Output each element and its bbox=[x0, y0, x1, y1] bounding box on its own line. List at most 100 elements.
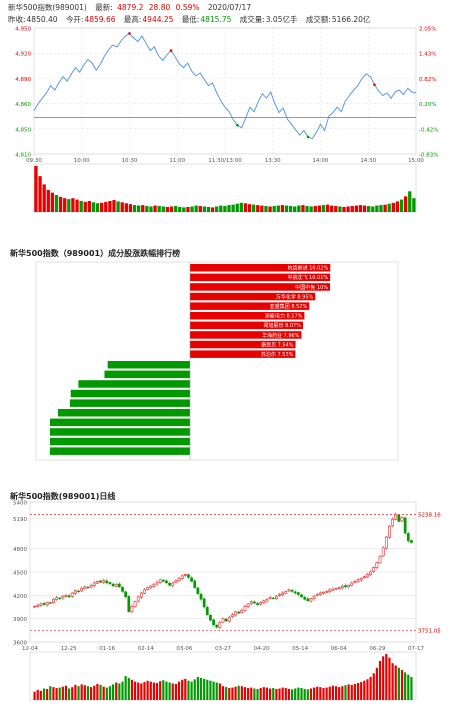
intraday-volume-bar bbox=[38, 176, 42, 212]
rank-up-label: 华海药业 7.96% bbox=[262, 332, 300, 339]
daily-volume-bar bbox=[155, 682, 159, 700]
daily-candle-body bbox=[325, 591, 328, 593]
intraday-volume-bar bbox=[136, 205, 141, 212]
daily-volume-bar bbox=[360, 682, 363, 700]
volume-value: 3.05亿手 bbox=[265, 15, 298, 24]
daily-candle-body bbox=[337, 587, 341, 589]
intraday-volume-bar bbox=[202, 206, 207, 212]
low-label: 最低: bbox=[181, 15, 200, 24]
intraday-volume-bar bbox=[34, 166, 38, 212]
amount-label: 成交额: bbox=[305, 15, 331, 24]
intraday-volume-bar bbox=[334, 206, 338, 212]
rank-down-bar bbox=[50, 418, 190, 427]
intraday-volume-bar bbox=[75, 199, 79, 212]
rank-down-label: 国泰君安 -9.43% bbox=[192, 410, 232, 417]
daily-volume-bar bbox=[312, 687, 316, 700]
rank-up-label: 万华化学 8.95% bbox=[276, 293, 314, 300]
daily-candle-body bbox=[287, 589, 291, 592]
daily-candle-body bbox=[155, 581, 159, 585]
intraday-volume-bar bbox=[149, 206, 153, 212]
daily-volume-bar bbox=[99, 684, 102, 700]
daily-volume-bar bbox=[127, 677, 130, 700]
daily-candle-body bbox=[74, 590, 77, 594]
intraday-volume-bar bbox=[301, 205, 305, 212]
intraday-x-tick: 10:00 bbox=[74, 158, 90, 164]
intraday-marker bbox=[128, 32, 131, 35]
rank-up-bar bbox=[190, 331, 302, 339]
daily-volume-bar bbox=[347, 684, 350, 700]
daily-candle-body bbox=[246, 603, 250, 607]
daily-candle-body bbox=[70, 592, 74, 597]
intraday-volume-bar bbox=[247, 204, 252, 212]
daily-candle-body bbox=[130, 605, 134, 613]
rank-down-label: 大商股份 -5.88% bbox=[192, 362, 232, 369]
daily-volume-bar bbox=[218, 683, 221, 700]
daily-volume-bar bbox=[231, 687, 234, 700]
daily-volume-bar bbox=[181, 679, 184, 700]
change-pct: 0.59% bbox=[175, 3, 200, 12]
intraday-volume-bar bbox=[293, 206, 297, 212]
intraday-volume-bar bbox=[235, 203, 239, 212]
daily-x-tick: 04-20 bbox=[254, 646, 270, 652]
daily-max-label: 5238.16 bbox=[418, 513, 441, 519]
daily-candle-body bbox=[212, 619, 215, 626]
intraday-volume-bar bbox=[288, 206, 293, 212]
intraday-volume-bar bbox=[79, 200, 83, 212]
intraday-volume-bar bbox=[403, 196, 408, 212]
intraday-y-tick-left: 4,860 bbox=[15, 102, 31, 108]
daily-volume-bar bbox=[382, 656, 385, 700]
daily-candle-body bbox=[196, 587, 200, 595]
daily-candle-body bbox=[381, 547, 385, 557]
daily-volume-bar bbox=[42, 688, 46, 700]
rank-up-label: 中航沈飞 10.01% bbox=[287, 274, 328, 281]
rank-down-bar bbox=[107, 361, 190, 369]
intraday-volume-bar bbox=[120, 202, 124, 212]
rank-up-bar bbox=[190, 264, 331, 272]
intraday-y-tick-right: -0.83% bbox=[419, 153, 438, 159]
amount-value: 5166.20亿 bbox=[331, 15, 371, 24]
daily-candle-body bbox=[58, 597, 62, 600]
daily-candle-body bbox=[105, 580, 109, 584]
daily-y-tick: 4500 bbox=[13, 571, 27, 577]
daily-volume-bar bbox=[253, 688, 256, 700]
daily-volume-bar bbox=[162, 680, 165, 700]
intraday-volume-bar bbox=[194, 205, 198, 212]
intraday-marker bbox=[373, 83, 376, 86]
daily-candle-body bbox=[256, 603, 259, 605]
rank-up-bar bbox=[190, 312, 305, 320]
daily-volume-bar bbox=[265, 687, 269, 700]
daily-candle-body bbox=[158, 579, 162, 583]
daily-volume-bar bbox=[322, 688, 325, 700]
daily-candle-body bbox=[394, 514, 398, 520]
daily-volume-bar bbox=[225, 687, 228, 700]
intraday-y-tick-left: 4,850 bbox=[15, 127, 31, 133]
daily-volume-bar bbox=[64, 685, 68, 700]
daily-volume-bar bbox=[221, 686, 225, 700]
daily-candle-body bbox=[315, 594, 319, 596]
daily-volume-bar bbox=[58, 687, 61, 700]
daily-volume-bar bbox=[407, 674, 410, 700]
intraday-y-tick-right: 0.82% bbox=[419, 77, 436, 83]
daily-candle-body bbox=[161, 579, 165, 582]
daily-volume-bar bbox=[375, 667, 378, 700]
prev-close-label: 昨收: bbox=[8, 15, 26, 24]
intraday-volume-bar bbox=[284, 205, 289, 212]
daily-volume-bar bbox=[61, 686, 64, 700]
daily-volume-bar bbox=[290, 689, 294, 700]
daily-candle-body bbox=[356, 579, 360, 582]
daily-volume-bar bbox=[234, 686, 237, 700]
daily-candle-body bbox=[265, 598, 269, 602]
daily-candle-body bbox=[369, 571, 372, 575]
daily-y-tick: 5190 bbox=[13, 517, 27, 523]
daily-candle-body bbox=[187, 574, 190, 578]
rank-down-bar bbox=[50, 437, 190, 446]
intraday-volume-bar bbox=[50, 192, 55, 212]
daily-volume-bar bbox=[137, 682, 140, 700]
daily-volume-bar bbox=[410, 677, 413, 700]
rank-down-bar bbox=[78, 380, 190, 388]
daily-candle-body bbox=[278, 594, 281, 596]
intraday-volume-bar bbox=[268, 206, 272, 212]
daily-x-tick: 02-14 bbox=[138, 646, 154, 652]
daily-volume-bar bbox=[133, 681, 137, 700]
daily-candle-body bbox=[243, 605, 247, 611]
